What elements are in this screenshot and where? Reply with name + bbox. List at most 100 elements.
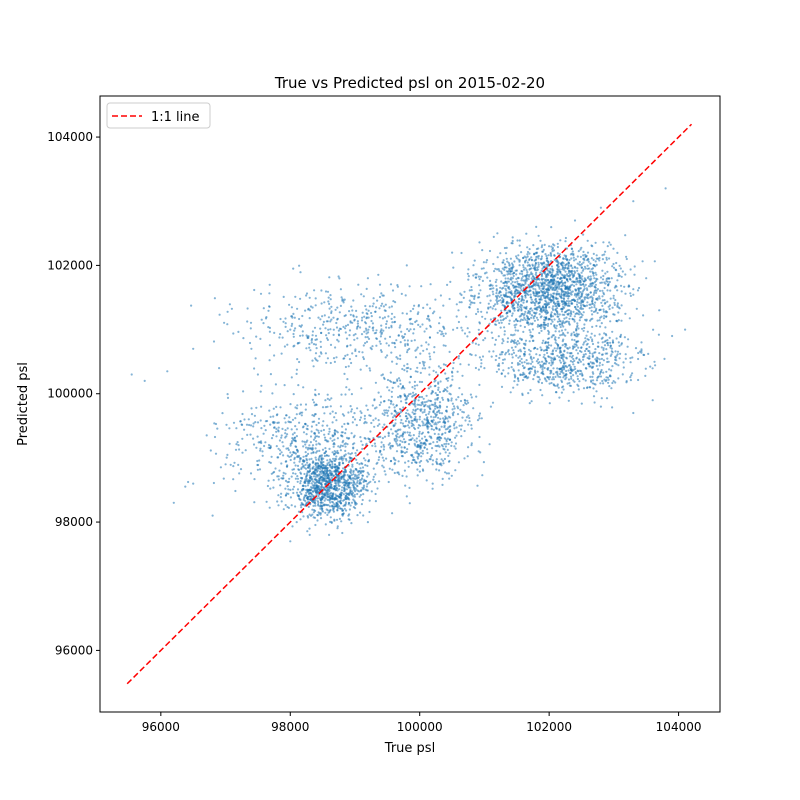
scatter-point xyxy=(417,304,420,307)
scatter-point xyxy=(450,474,453,477)
scatter-point xyxy=(457,407,460,410)
scatter-point xyxy=(542,339,545,342)
scatter-point xyxy=(387,409,390,412)
scatter-point xyxy=(408,318,412,321)
scatter-point xyxy=(387,480,390,484)
scatter-point xyxy=(587,293,590,296)
scatter-point xyxy=(190,304,193,307)
scatter-point xyxy=(311,448,314,451)
scatter-point xyxy=(451,378,454,381)
scatter-point xyxy=(256,421,260,424)
scatter-point xyxy=(301,426,305,429)
scatter-point xyxy=(430,419,433,423)
scatter-point xyxy=(356,449,359,452)
scatter-point xyxy=(306,439,309,442)
scatter-point xyxy=(565,258,569,261)
scatter-point xyxy=(320,289,323,292)
scatter-point xyxy=(405,312,408,315)
scatter-point xyxy=(349,504,352,507)
scatter-point xyxy=(568,274,571,278)
scatter-point xyxy=(596,288,600,291)
scatter-point xyxy=(323,412,326,415)
scatter-point xyxy=(320,331,323,335)
scatter-point xyxy=(521,297,524,300)
scatter-point xyxy=(523,316,526,320)
scatter-point xyxy=(370,319,373,323)
scatter-point xyxy=(510,353,514,356)
scatter-point xyxy=(550,364,553,367)
scatter-point xyxy=(308,470,311,473)
scatter-point xyxy=(347,493,350,496)
scatter-point xyxy=(393,316,396,319)
scatter-point xyxy=(517,379,520,383)
scatter-point xyxy=(510,314,514,317)
scatter-point xyxy=(357,283,360,286)
scatter-point xyxy=(412,391,415,394)
scatter-point xyxy=(442,390,445,393)
scatter-point xyxy=(621,373,624,376)
scatter-point xyxy=(391,512,394,515)
scatter-point xyxy=(466,272,469,275)
scatter-point xyxy=(353,493,356,496)
scatter-point xyxy=(365,489,368,492)
scatter-point xyxy=(570,257,573,260)
scatter-point xyxy=(567,288,570,291)
scatter-point xyxy=(406,448,409,451)
scatter-point xyxy=(343,473,346,476)
scatter-point xyxy=(311,330,314,333)
scatter-point xyxy=(398,326,401,329)
scatter-point xyxy=(249,327,252,330)
scatter-point xyxy=(306,480,309,483)
scatter-point xyxy=(319,327,322,330)
scatter-point xyxy=(606,283,610,287)
scatter-point xyxy=(430,403,433,406)
scatter-point xyxy=(364,420,367,423)
scatter-point xyxy=(446,379,449,382)
scatter-point xyxy=(299,411,302,414)
scatter-point xyxy=(562,290,565,293)
scatter-point xyxy=(605,315,608,318)
scatter-point xyxy=(494,303,497,306)
scatter-point xyxy=(249,472,253,475)
scatter-point xyxy=(528,402,531,405)
scatter-point xyxy=(522,346,526,350)
scatter-point xyxy=(494,267,497,270)
scatter-point xyxy=(316,514,320,517)
scatter-point xyxy=(289,458,292,462)
scatter-point xyxy=(409,367,412,371)
scatter-point xyxy=(548,306,551,309)
scatter-point xyxy=(254,357,257,360)
scatter-point xyxy=(352,334,355,337)
scatter-point xyxy=(528,252,531,255)
scatter-point xyxy=(284,504,287,507)
scatter-point xyxy=(391,416,395,419)
scatter-point xyxy=(512,271,516,275)
scatter-point xyxy=(600,301,603,304)
scatter-point xyxy=(518,342,521,345)
scatter-point xyxy=(500,321,503,324)
scatter-point xyxy=(557,315,560,318)
scatter-point xyxy=(400,387,403,390)
scatter-point xyxy=(565,278,569,281)
scatter-point xyxy=(544,253,547,256)
scatter-point xyxy=(536,325,539,328)
scatter-point xyxy=(575,295,578,298)
scatter-point xyxy=(371,322,374,325)
scatter-point xyxy=(230,307,233,310)
scatter-point xyxy=(575,283,578,286)
scatter-point xyxy=(556,252,560,255)
scatter-point xyxy=(583,298,586,301)
scatter-point xyxy=(226,396,230,399)
scatter-point xyxy=(579,264,582,267)
scatter-point xyxy=(384,309,387,312)
scatter-point xyxy=(339,304,342,307)
scatter-point xyxy=(345,482,348,485)
scatter-point xyxy=(341,425,344,428)
scatter-point xyxy=(522,330,525,333)
scatter-point xyxy=(268,305,271,308)
scatter-point xyxy=(314,413,317,416)
scatter-point xyxy=(324,406,327,409)
scatter-point xyxy=(540,275,544,278)
scatter-point xyxy=(245,423,249,426)
scatter-point xyxy=(500,309,503,312)
